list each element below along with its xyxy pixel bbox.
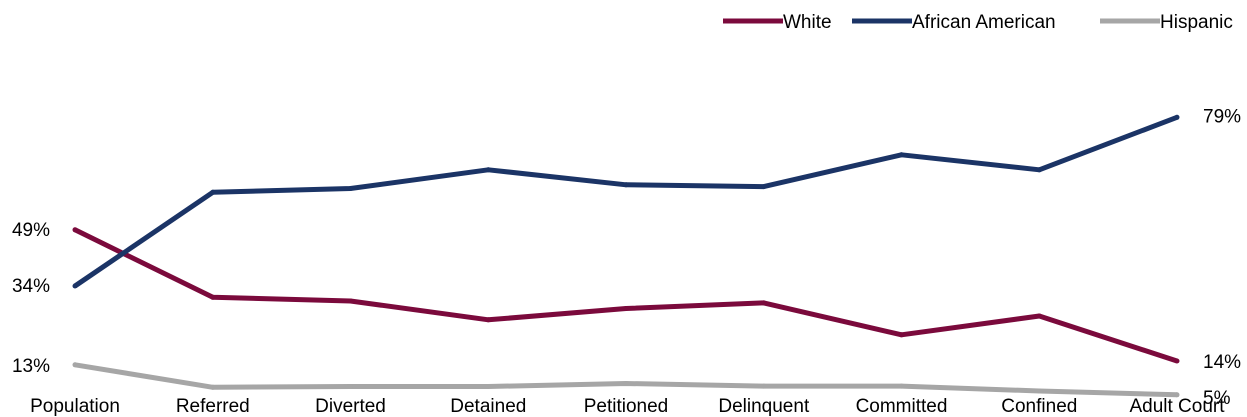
start-label-hispanic: 13% [12, 356, 50, 377]
data-point-white-referred [210, 294, 216, 300]
legend: White African American Hispanic [723, 12, 1233, 33]
x-axis: Population Referred Diverted Detained Petiti… [30, 396, 1225, 417]
end-label-african-american: 79% [1203, 106, 1241, 127]
x-tick-label-delinquent: Delinquent [718, 396, 810, 417]
data-point-hispanic-population [72, 362, 78, 368]
data-point-hispanic-diverted [348, 384, 353, 389]
x-tick-label-referred: Referred [176, 396, 250, 417]
data-point-african-american-committed [899, 152, 904, 158]
data-point-hispanic-petitioned [623, 381, 629, 386]
start-label-african-american: 34% [12, 276, 50, 297]
x-tick-label-detained: Detained [450, 396, 526, 417]
data-point-hispanic-committed [899, 383, 904, 389]
data-point-hispanic-confined [1036, 388, 1042, 394]
data-point-hispanic-adult-court [1174, 392, 1180, 398]
data-point-african-american-delinquent [761, 184, 767, 190]
data-point-african-american-adult-court [1174, 114, 1180, 120]
series-line-white [73, 227, 1178, 364]
data-point-white-population [72, 227, 78, 233]
data-point-white-diverted [348, 298, 353, 304]
x-tick-label-diverted: Diverted [315, 396, 386, 417]
data-point-white-delinquent [761, 300, 767, 306]
data-point-hispanic-detained [485, 384, 491, 389]
legend-label-white: White [783, 12, 832, 33]
data-labels: 49% 34% 13% 79% 14% 5% [12, 106, 1241, 409]
series-line-african-american [73, 114, 1178, 289]
data-point-african-american-referred [210, 189, 216, 195]
start-label-white: 49% [12, 220, 50, 241]
legend-label-hispanic: Hispanic [1160, 12, 1233, 33]
end-label-white: 14% [1203, 352, 1241, 373]
x-tick-label-confined: Confined [1001, 396, 1077, 417]
x-tick-label-population: Population [30, 396, 120, 417]
legend-label-african-american: African American [912, 12, 1056, 33]
x-tick-label-petitioned: Petitioned [584, 396, 669, 417]
series-line-hispanic [74, 362, 1178, 398]
legend-item-white: White [723, 12, 832, 33]
data-point-african-american-confined [1036, 167, 1042, 173]
data-point-african-american-petitioned [623, 182, 629, 188]
series-lines [72, 114, 1180, 398]
data-point-african-american-diverted [348, 186, 353, 191]
data-point-african-american-detained [485, 167, 491, 173]
data-point-hispanic-referred [210, 384, 216, 390]
data-point-hispanic-delinquent [761, 383, 767, 389]
data-point-white-confined [1036, 313, 1042, 319]
data-point-white-petitioned [623, 306, 629, 311]
x-tick-label-adult-court: Adult Court [1129, 396, 1225, 417]
data-point-white-committed [899, 332, 904, 338]
data-point-white-adult-court [1174, 358, 1180, 364]
data-point-african-american-population [72, 283, 78, 289]
end-label-hispanic: 5% [1203, 388, 1231, 409]
x-tick-label-committed: Committed [856, 396, 948, 417]
data-point-white-detained [485, 317, 491, 323]
legend-item-african-american: African American [852, 12, 1056, 33]
legend-item-hispanic: Hispanic [1100, 12, 1233, 33]
